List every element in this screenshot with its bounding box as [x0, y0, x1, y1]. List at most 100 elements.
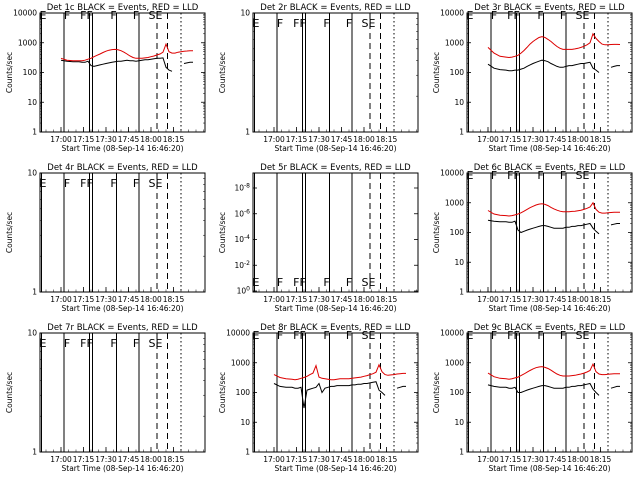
event-marker: FF	[507, 9, 520, 22]
x-tick-label: 18:00	[140, 295, 162, 304]
x-tick-label: 17:15	[73, 135, 95, 144]
event-marker: E	[40, 337, 47, 350]
plot-frame	[466, 332, 633, 453]
y-tick-label: 1	[32, 288, 37, 297]
y-tick-label: 10000	[440, 9, 464, 18]
series-events	[60, 57, 193, 72]
x-tick-label: 17:45	[331, 135, 353, 144]
event-marker: FF	[80, 177, 93, 190]
y-tick-label: 100	[236, 388, 251, 397]
event-marker: SE	[362, 17, 376, 30]
event-marker: F	[64, 177, 70, 190]
x-tick-label: 18:15	[163, 135, 185, 144]
x-tick-label: 17:30	[522, 295, 544, 304]
y-tick-exponent: -6	[244, 208, 250, 215]
y-tick-label: 10	[27, 98, 37, 107]
x-tick-label: 17:15	[286, 135, 308, 144]
series-events	[487, 382, 620, 396]
x-tick-label: 17:00	[50, 135, 72, 144]
x-tick-label: 18:00	[567, 135, 589, 144]
x-tick-label: 17:00	[477, 295, 499, 304]
x-axis-label: Start Time (08-Sep-14 16:46:20)	[489, 304, 611, 313]
x-tick-label: 17:00	[50, 455, 72, 464]
y-tick-label: 100	[23, 68, 38, 77]
y-tick-label: 10000	[226, 329, 250, 338]
y-tick-label: 10	[27, 169, 37, 178]
y-axis-label: Counts/sec	[218, 372, 227, 413]
event-marker: F	[323, 276, 329, 289]
event-marker: E	[40, 9, 47, 22]
y-tick-label: 1	[459, 288, 464, 297]
event-marker: FF	[293, 329, 306, 342]
panel-det-4: Det 4r BLACK = Events, RED = LLD 1 10 Count…	[5, 163, 206, 313]
y-tick-label: 10	[454, 98, 464, 107]
panel-title: Det 7r BLACK = Events, RED = LLD	[47, 323, 198, 333]
x-tick-label: 18:15	[376, 455, 398, 464]
x-tick-label: 17:45	[118, 455, 140, 464]
event-marker: SE	[362, 276, 376, 289]
y-tick-label: 10	[27, 329, 37, 338]
x-tick-label: 18:00	[353, 295, 375, 304]
y-tick-label: 10	[240, 418, 250, 427]
event-marker: F	[110, 177, 116, 190]
y-tick-label: 1	[32, 448, 37, 457]
x-tick-label: 18:00	[140, 135, 162, 144]
panel-det-1: Det 1c BLACK = Events, RED = LLD 1 10 100 10…	[5, 3, 206, 153]
series-events	[487, 219, 620, 235]
event-marker: FF	[293, 276, 306, 289]
x-tick-label: 17:30	[308, 295, 330, 304]
series-events	[487, 59, 620, 73]
plot-frame	[252, 332, 419, 453]
x-tick-label: 18:15	[590, 455, 612, 464]
event-marker: F	[110, 337, 116, 350]
series-lld	[487, 362, 620, 380]
x-tick-label: 18:15	[376, 135, 398, 144]
x-tick-label: 17:15	[500, 455, 522, 464]
event-marker: F	[346, 276, 352, 289]
y-tick-label: 10-8	[234, 183, 250, 193]
y-tick-label: 10	[240, 9, 250, 18]
event-marker: F	[491, 9, 497, 22]
plot-frame	[252, 12, 419, 133]
event-marker: SE	[576, 9, 590, 22]
event-marker: E	[467, 169, 474, 182]
y-tick-label: 100	[237, 286, 251, 296]
event-marker: F	[346, 17, 352, 30]
x-tick-label: 17:00	[477, 455, 499, 464]
event-marker: SE	[576, 169, 590, 182]
plot-frame	[466, 12, 633, 133]
y-tick-exponent: 0	[246, 286, 250, 293]
y-axis-label: Counts/sec	[432, 52, 441, 93]
y-tick-label: 10	[454, 418, 464, 427]
x-axis-label: Start Time (08-Sep-14 16:46:20)	[275, 464, 397, 473]
y-tick-label: 1	[459, 448, 464, 457]
plot-frame	[39, 12, 206, 133]
y-tick-label: 1000	[231, 358, 250, 367]
plot-frame	[39, 172, 206, 293]
x-tick-label: 17:00	[263, 295, 285, 304]
x-tick-label: 17:30	[308, 135, 330, 144]
x-tick-label: 17:00	[263, 455, 285, 464]
event-marker: F	[133, 9, 139, 22]
series-lld	[60, 42, 193, 62]
event-marker: F	[323, 17, 329, 30]
series-events	[273, 381, 406, 409]
event-marker: E	[253, 17, 260, 30]
event-marker: F	[110, 9, 116, 22]
panel-title: Det 5r BLACK = Events, RED = LLD	[260, 163, 411, 173]
y-tick-label: 1000	[445, 38, 464, 47]
y-tick-label: 10-6	[234, 208, 250, 218]
event-marker: E	[467, 329, 474, 342]
series-lld	[487, 32, 621, 59]
event-marker: F	[133, 337, 139, 350]
x-tick-label: 17:30	[522, 455, 544, 464]
event-marker: FF	[507, 169, 520, 182]
y-tick-label: 100	[450, 228, 465, 237]
panel-title: Det 6c BLACK = Events, RED = LLD	[474, 163, 626, 173]
y-tick-exponent: -4	[244, 234, 250, 241]
x-tick-label: 17:45	[545, 295, 567, 304]
panel-title: Det 2r BLACK = Events, RED = LLD	[260, 3, 411, 13]
y-axis-label: Counts/sec	[5, 372, 14, 413]
x-tick-label: 18:00	[353, 455, 375, 464]
y-tick-label: 1	[245, 128, 250, 137]
